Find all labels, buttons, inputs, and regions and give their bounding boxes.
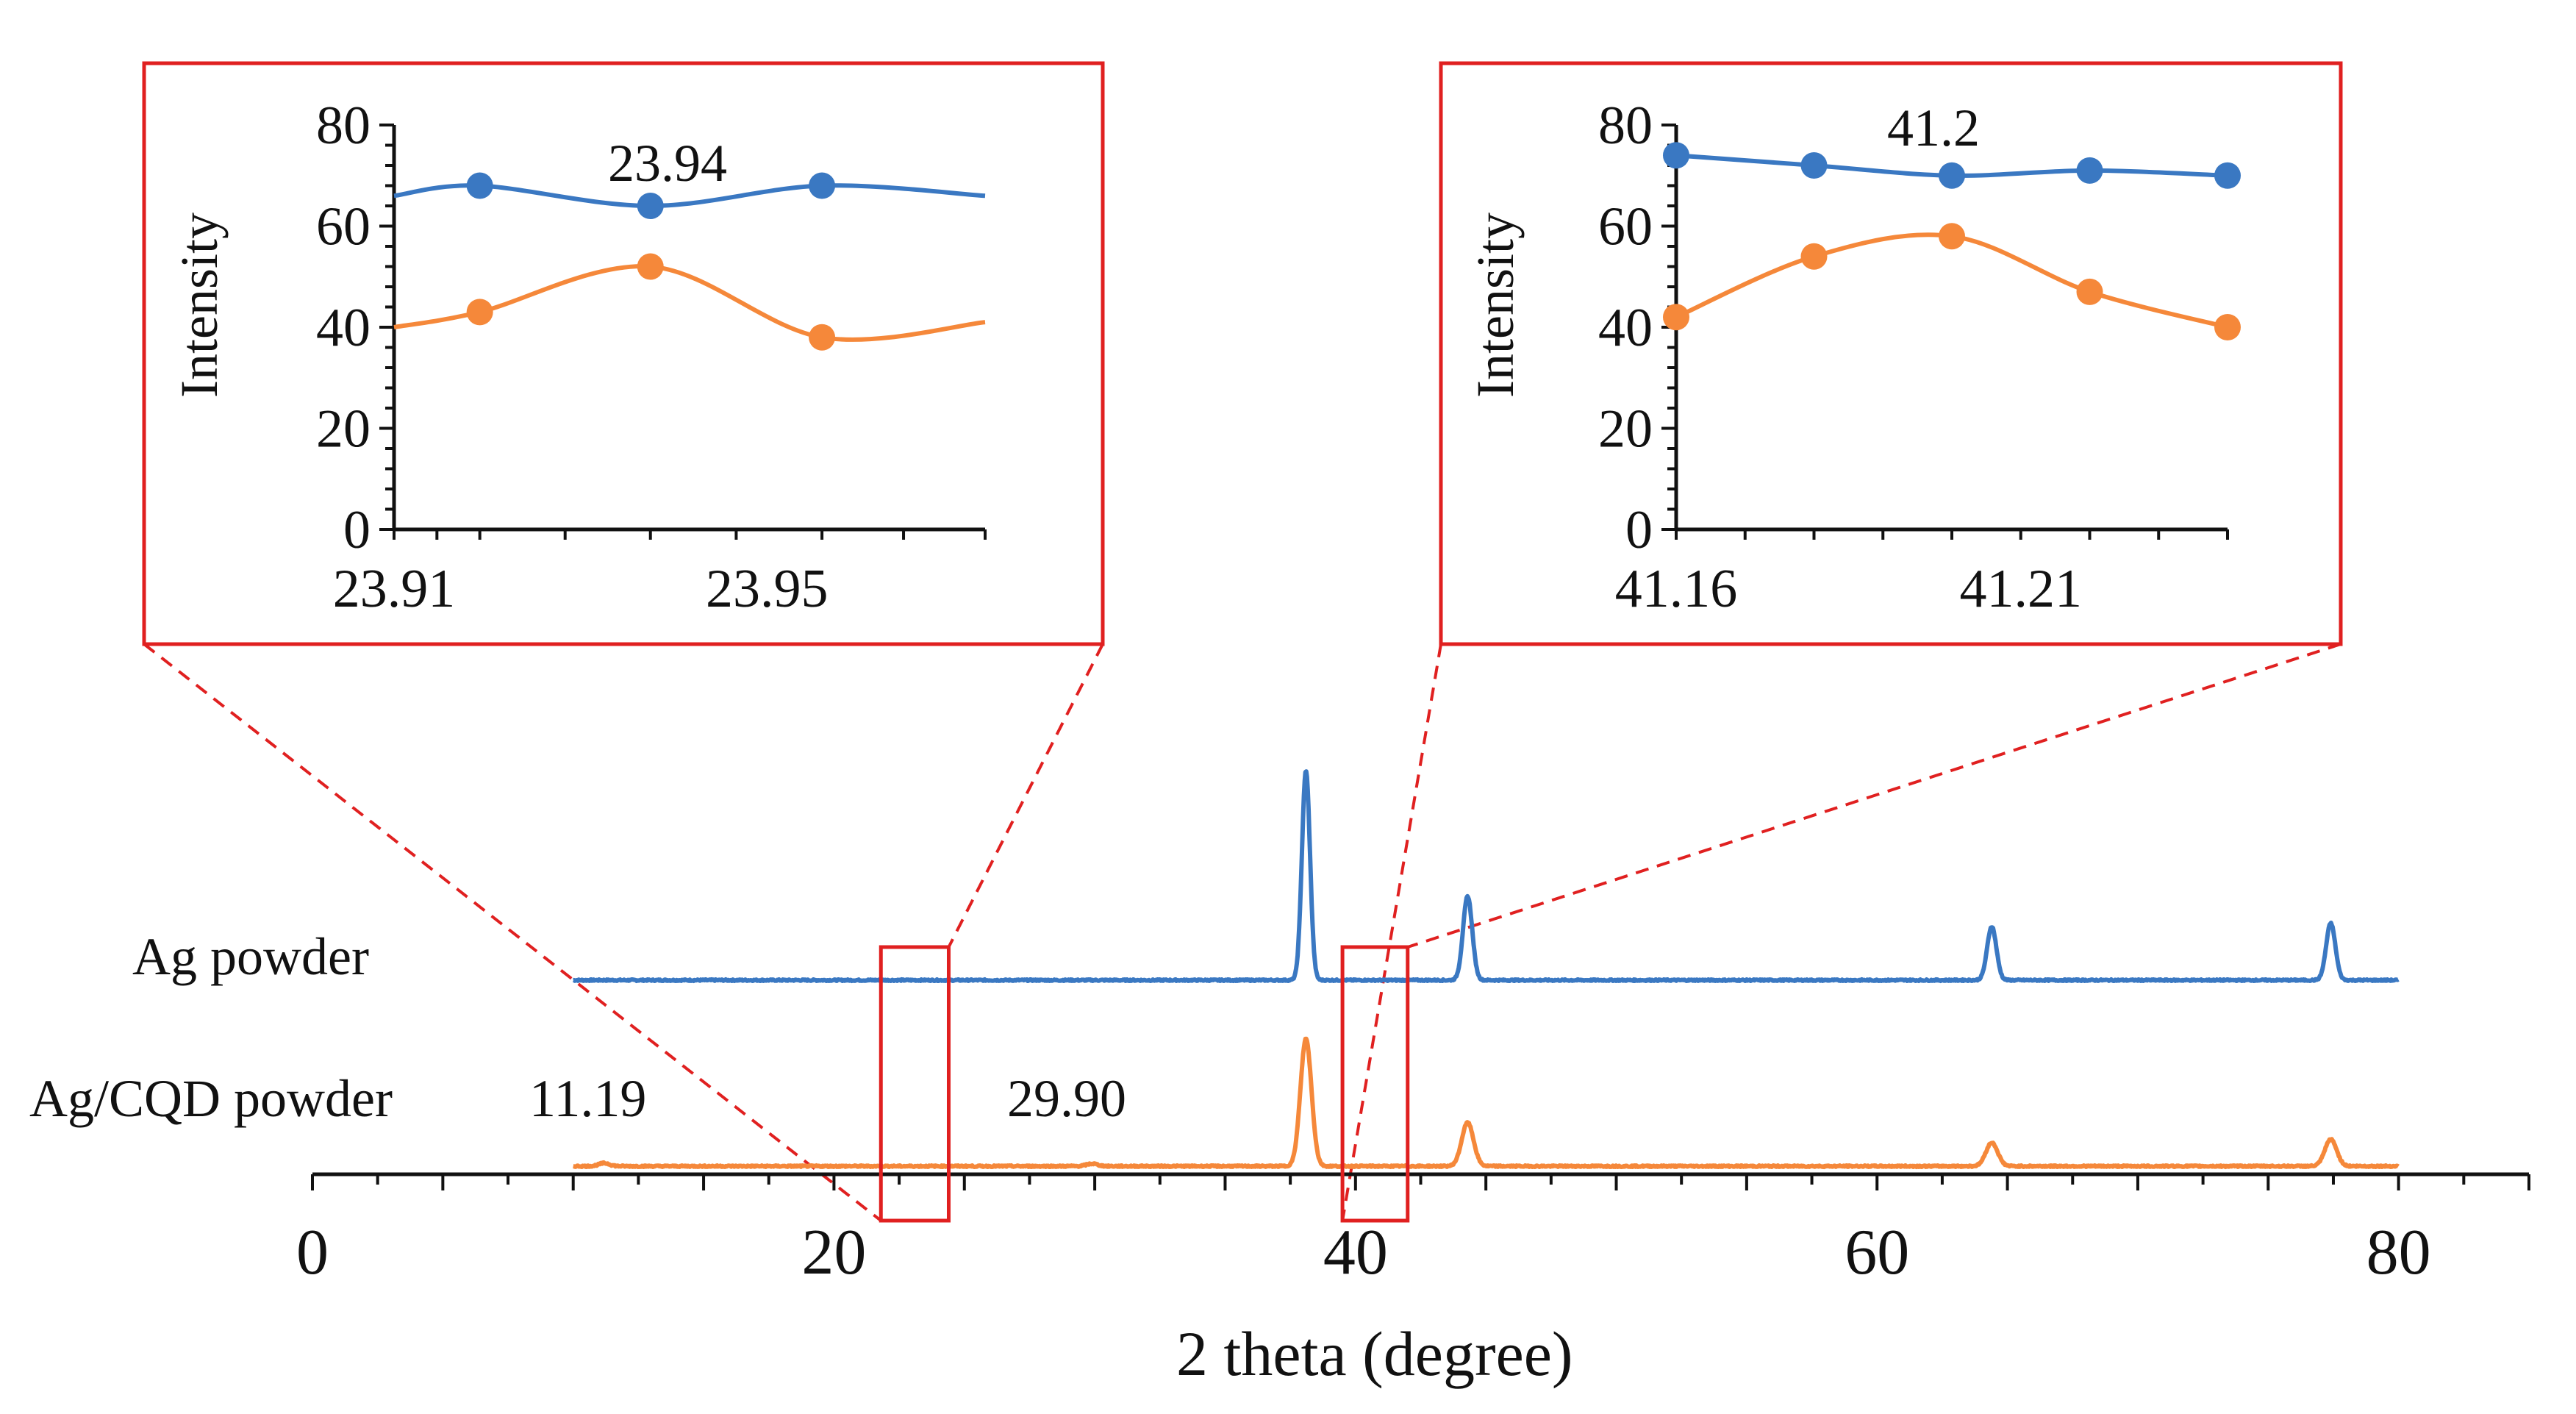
inset-left-marker-ag-cqd-powder [466, 299, 493, 326]
inset-right-marker-ag-cqd-powder [1663, 304, 1689, 331]
inset-right-y-tick-label: 40 [1598, 298, 1653, 358]
main-x-axis: 0 20 40 60 80 [296, 1172, 2530, 1288]
main-x-tick-label: 40 [1323, 1217, 1388, 1288]
inset-left-y-tick-label: 0 [343, 500, 371, 560]
inset-left-y-tick-label: 60 [316, 197, 371, 257]
inset-right-frame [1439, 61, 2343, 646]
zoom-connector-left [143, 643, 882, 1222]
main-xrd-chart: 0 20 40 60 80 Ag powder Ag/CQD powder 11.19 … [29, 643, 2530, 1389]
inset-right-marker-ag-cqd-powder [1939, 223, 1965, 250]
zoom-connector-right [1407, 643, 2341, 949]
peak-annotation-11-19: 11.19 [529, 1069, 646, 1128]
zoom-window-box [1340, 945, 1410, 1223]
inset-right-peak-annotation: 41.2 [1887, 99, 1980, 157]
inset-right-x-tick-label: 41.16 [1615, 559, 1738, 619]
series-label-ag-powder: Ag powder [132, 927, 369, 986]
inset-left-marker-ag-cqd-powder [637, 253, 664, 280]
inset-left-axes: 0 20 40 60 80 23.91 23.95 [316, 96, 987, 619]
inset-left-marker-ag-cqd-powder [809, 324, 836, 351]
main-x-tick-label: 60 [1845, 1217, 1909, 1288]
zoom-connector-left [1341, 643, 1442, 1221]
zoom-connector-lines [143, 643, 2341, 1222]
inset-right-y-tick-label: 80 [1598, 96, 1653, 156]
inset-right-series-group [1663, 142, 2241, 340]
inset-left-marker-ag-powder [637, 193, 664, 219]
inset-right-marker-ag-powder [1939, 162, 1965, 189]
inset-left-y-tick-label: 80 [316, 96, 371, 156]
main-x-axis-title: 2 theta (degree) [1176, 1318, 1573, 1389]
series-line-ag-powder [571, 769, 2400, 983]
inset-right-x-tick-label: 41.21 [1960, 559, 2083, 619]
inset-right-marker-ag-powder [1663, 142, 1689, 169]
inset-right-y-tick-label: 20 [1598, 399, 1653, 460]
series-line-ag-cqd-powder [571, 1036, 2400, 1169]
main-x-tick-label: 20 [801, 1217, 866, 1288]
inset-left-x-tick-label: 23.95 [706, 559, 829, 619]
series-label-ag-cqd-powder: Ag/CQD powder [29, 1069, 393, 1128]
main-series-group [571, 769, 2400, 1169]
inset-right-marker-ag-cqd-powder [2214, 314, 2241, 340]
zoom-window-boxes [879, 945, 1410, 1223]
inset-right-marker-ag-cqd-powder [2076, 278, 2103, 305]
peak-annotation-29-90: 29.90 [1007, 1069, 1126, 1128]
inset-right-marker-ag-powder [1800, 152, 1828, 179]
inset-left-peak-annotation: 23.94 [608, 134, 727, 193]
inset-left-series-group [393, 172, 986, 351]
inset-left-y-axis-title: Intensity [170, 213, 229, 398]
inset-right-y-axis-title: Intensity [1466, 213, 1525, 398]
inset-left-chart: 0 20 40 60 80 23.91 23.95 Intensity 23.94 [142, 61, 1105, 646]
zoom-window-box [879, 945, 951, 1223]
inset-left-y-tick-label: 20 [316, 399, 371, 460]
inset-left-y-tick-label: 40 [316, 298, 371, 358]
inset-right-marker-ag-powder [2076, 157, 2103, 184]
main-x-tick-label: 0 [296, 1217, 329, 1288]
inset-right-axes: 0 20 40 60 80 41.16 41.21 [1598, 96, 2229, 619]
inset-right-marker-ag-cqd-powder [1800, 243, 1828, 270]
inset-right-y-tick-label: 0 [1625, 500, 1653, 560]
zoom-connector-right [947, 643, 1104, 948]
inset-left-frame [142, 61, 1105, 646]
main-x-tick-label: 80 [2366, 1217, 2431, 1288]
inset-left-marker-ag-powder [466, 172, 493, 199]
inset-left-x-tick-label: 23.91 [333, 559, 456, 619]
inset-right-marker-ag-powder [2214, 162, 2241, 189]
inset-right-y-tick-label: 60 [1598, 197, 1653, 257]
inset-left-marker-ag-powder [809, 172, 836, 199]
inset-right-chart: 0 20 40 60 80 41.16 41.21 Intensity 41.2 [1439, 61, 2343, 646]
